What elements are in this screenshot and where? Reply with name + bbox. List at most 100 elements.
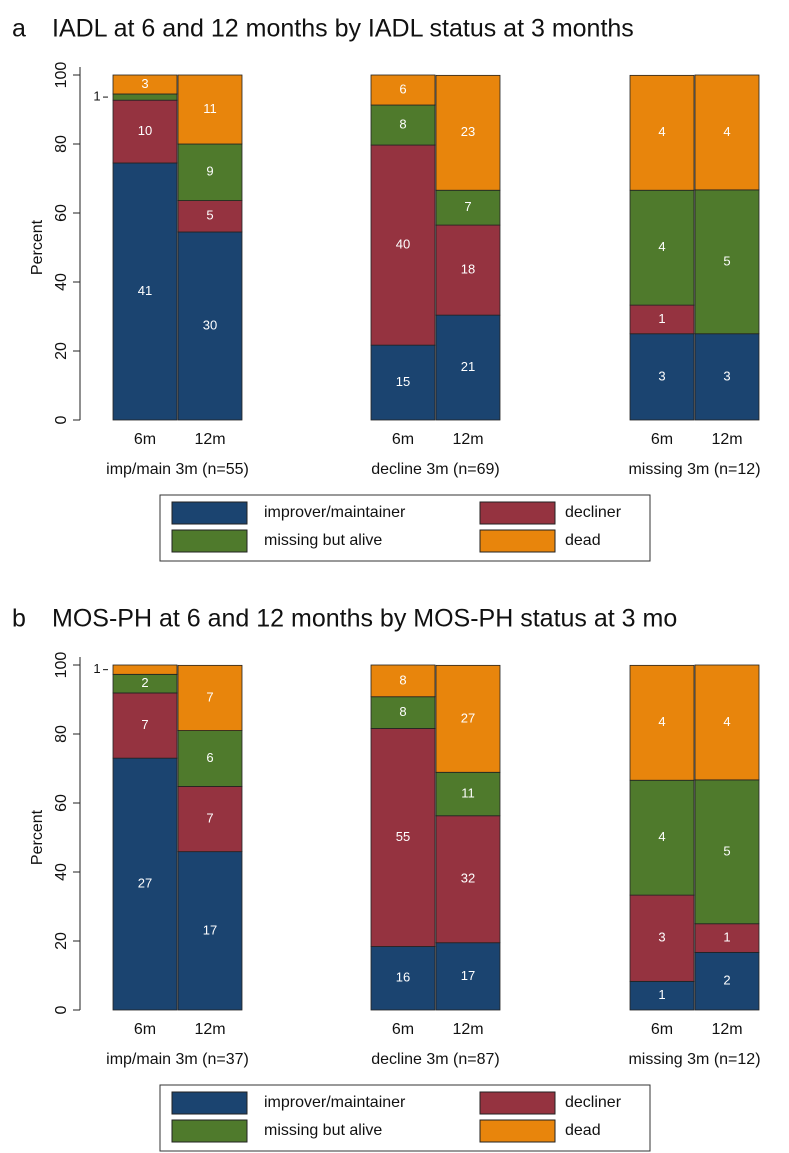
legend-label: dead: [565, 1122, 601, 1139]
bar-segment: [629, 779, 695, 896]
data-label: 11: [203, 101, 217, 116]
legend-swatch: [171, 1119, 248, 1143]
data-label: 4: [723, 714, 730, 729]
bar-segment: [435, 815, 501, 944]
bar-segment: [177, 786, 243, 853]
group-label: imp/main 3m (n=55): [106, 461, 249, 478]
data-label: 8: [399, 704, 406, 719]
data-label: 7: [206, 689, 213, 704]
bar-segment: [629, 894, 695, 982]
data-label: 27: [461, 710, 475, 725]
data-label: 23: [461, 124, 475, 139]
y-tick-label: 60: [53, 794, 70, 812]
data-label: 5: [723, 253, 730, 268]
data-label: 18: [461, 262, 475, 277]
data-label: 1: [93, 661, 100, 676]
legend-label: improver/maintainer: [264, 1094, 406, 1111]
data-label: 3: [658, 368, 665, 383]
data-label: 1: [93, 89, 100, 104]
y-tick-label: 80: [53, 725, 70, 743]
y-tick-label: 20: [53, 342, 70, 360]
legend-label: dead: [565, 532, 601, 549]
group-label: missing 3m (n=12): [628, 461, 760, 478]
legend-swatch: [171, 501, 248, 525]
data-label: 2: [723, 973, 730, 988]
bar-segment: [177, 200, 243, 233]
data-label: 5: [206, 208, 213, 223]
data-label: 55: [396, 829, 410, 844]
data-label: 3: [723, 368, 730, 383]
y-tick-label: 0: [53, 415, 70, 424]
bar-segment: [435, 771, 501, 817]
bar-segment: [629, 333, 695, 421]
data-label: 4: [658, 239, 665, 254]
bar-segment: [694, 664, 760, 781]
bar-segment: [370, 664, 436, 698]
x-tick-label: 12m: [194, 1021, 225, 1038]
data-label: 30: [203, 317, 217, 332]
x-tick-label: 6m: [134, 431, 156, 448]
data-label: 6: [399, 81, 406, 96]
bar-segment: [370, 728, 436, 947]
bar-segment: [694, 74, 760, 191]
bar-segment: [370, 144, 436, 346]
data-label: 3: [141, 76, 148, 91]
bar-segment: [435, 664, 501, 773]
data-label: 3: [658, 930, 665, 945]
legend-label: missing but alive: [264, 1122, 382, 1139]
group-label: decline 3m (n=87): [371, 1051, 500, 1068]
bar-segment: [435, 189, 501, 226]
y-tick-label: 100: [53, 62, 70, 89]
x-tick-label: 6m: [134, 1021, 156, 1038]
legend-label: improver/maintainer: [264, 504, 406, 521]
data-label: 5: [723, 843, 730, 858]
x-tick-label: 12m: [711, 431, 742, 448]
data-label: 4: [658, 124, 665, 139]
data-label: 15: [396, 374, 410, 389]
data-label: 4: [723, 124, 730, 139]
bar-segment: [694, 333, 760, 421]
data-label: 32: [461, 871, 475, 886]
legend-label: missing but alive: [264, 532, 382, 549]
x-tick-label: 6m: [651, 431, 673, 448]
data-label: 21: [461, 359, 475, 374]
data-label: 2: [141, 675, 148, 690]
bar-segment: [435, 224, 501, 316]
y-axis-label: Percent: [29, 219, 46, 275]
bar-segment: [177, 664, 243, 731]
legend-label: decliner: [565, 1094, 622, 1111]
x-tick-label: 12m: [711, 1021, 742, 1038]
data-label: 11: [461, 785, 475, 800]
y-tick-label: 60: [53, 204, 70, 222]
data-label: 4: [658, 714, 665, 729]
bar-segment: [177, 74, 243, 145]
legend-swatch: [479, 1119, 556, 1143]
bar-segment: [435, 74, 501, 191]
bar-segment: [177, 143, 243, 201]
group-label: missing 3m (n=12): [628, 1051, 760, 1068]
bar-segment: [177, 231, 243, 421]
data-label: 6: [206, 750, 213, 765]
data-label: 17: [461, 968, 475, 983]
bar-segment: [629, 304, 695, 335]
y-tick-label: 80: [53, 135, 70, 153]
group-label: decline 3m (n=69): [371, 461, 500, 478]
data-label: 1: [723, 930, 730, 945]
bar-segment: [694, 923, 760, 953]
group-label: imp/main 3m (n=37): [106, 1051, 249, 1068]
x-tick-label: 6m: [392, 431, 414, 448]
bar-segment: [629, 664, 695, 781]
data-label: 7: [206, 810, 213, 825]
legend-swatch: [479, 1091, 556, 1115]
x-tick-label: 12m: [194, 431, 225, 448]
legend-label: decliner: [565, 504, 622, 521]
bar-segment: [629, 980, 695, 1011]
panel-letter: a: [12, 15, 26, 43]
bar-segment: [694, 951, 760, 1011]
data-label: 9: [206, 164, 213, 179]
legend-swatch: [171, 529, 248, 553]
x-tick-label: 6m: [392, 1021, 414, 1038]
data-label: 8: [399, 116, 406, 131]
data-label: 7: [464, 199, 471, 214]
y-tick-label: 20: [53, 932, 70, 950]
